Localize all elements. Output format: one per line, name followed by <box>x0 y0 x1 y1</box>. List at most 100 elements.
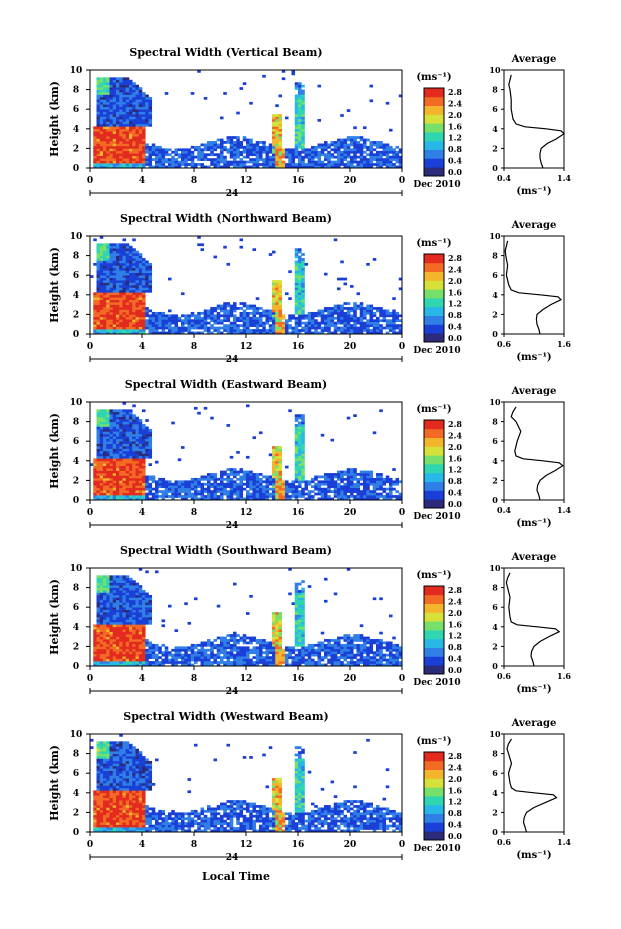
heatmap-cell <box>122 302 127 305</box>
heatmap-cell <box>138 111 143 115</box>
heatmap-cell <box>249 158 253 161</box>
heatmap-cell <box>103 321 107 325</box>
x-tick-label: 20 <box>344 176 357 186</box>
heatmap-cell <box>184 482 188 486</box>
heatmap-cell <box>181 326 185 330</box>
colorbar-label: (ms⁻¹) <box>416 404 451 415</box>
heatmap-cell <box>226 148 231 152</box>
heatmap-cell <box>174 490 179 493</box>
heatmap-cell <box>210 141 214 144</box>
heatmap-cell <box>181 446 185 449</box>
heatmap-cell <box>356 319 361 323</box>
heatmap-cell <box>207 495 211 498</box>
heatmap-cell <box>298 470 302 474</box>
heatmap-cell <box>96 487 101 491</box>
heatmap-cell <box>96 492 101 496</box>
heatmap-cell <box>135 165 140 169</box>
heatmap-cell <box>278 487 283 491</box>
heatmap-cell <box>106 148 110 152</box>
heatmap-cell <box>259 158 263 161</box>
heatmap-cell <box>99 307 104 310</box>
colorbar-swatch <box>424 472 444 482</box>
heatmap-cell <box>216 160 221 164</box>
heatmap-cell <box>200 319 205 323</box>
heatmap-cell <box>330 143 335 147</box>
heatmap-cell <box>122 329 127 332</box>
heatmap-cell <box>379 485 383 489</box>
heatmap-cell <box>99 634 104 637</box>
heatmap-cell <box>106 101 110 105</box>
heatmap-cell <box>145 106 149 110</box>
heatmap-cell <box>142 133 146 137</box>
heatmap-cell <box>158 321 162 325</box>
heatmap-cell <box>109 150 114 154</box>
heatmap-cell <box>106 77 110 81</box>
heatmap-cell <box>129 87 133 90</box>
heatmap-cell <box>216 165 221 169</box>
panel-4: Spectral Width (Southward Beam)0246810He… <box>48 544 571 697</box>
heatmap-cell <box>255 158 260 161</box>
heatmap-cell <box>96 329 101 332</box>
heatmap-cell <box>366 145 370 149</box>
heatmap-cell <box>99 597 104 601</box>
heatmap-cell <box>99 236 104 239</box>
heatmap-cell <box>129 248 133 251</box>
heatmap-cell <box>112 639 117 642</box>
heatmap-cell <box>135 604 140 608</box>
heatmap-cell <box>142 285 146 288</box>
heatmap-cell <box>181 155 185 159</box>
heatmap-cell <box>125 321 130 325</box>
heatmap-cell <box>278 282 283 286</box>
heatmap-cell <box>272 155 276 159</box>
heatmap-cell <box>285 480 289 484</box>
heatmap-cell <box>272 302 276 305</box>
heatmap-cell <box>112 150 117 154</box>
heatmap-cell <box>106 248 110 251</box>
heatmap-cell <box>301 480 305 484</box>
heatmap-cell <box>142 319 146 323</box>
heatmap-cell <box>112 311 117 315</box>
heatmap-cell <box>135 262 140 266</box>
heatmap-cell <box>262 487 266 491</box>
heatmap-cell <box>122 411 127 415</box>
heatmap-cell <box>223 160 227 164</box>
heatmap-cell <box>340 158 344 161</box>
heatmap-cell <box>249 492 253 496</box>
heatmap-cell <box>376 155 380 159</box>
heatmap-cell <box>337 155 341 159</box>
heatmap-cell <box>333 238 338 242</box>
heatmap-cell <box>129 614 133 618</box>
heatmap-cell <box>145 163 149 166</box>
heatmap-cell <box>145 282 149 286</box>
heatmap-cell <box>96 153 101 157</box>
heatmap-cell <box>132 599 136 603</box>
heatmap-cell <box>265 495 270 498</box>
heatmap-cell <box>125 153 130 157</box>
heatmap-cell <box>298 477 302 481</box>
heatmap-cell <box>129 280 133 283</box>
heatmap-cell <box>337 163 341 166</box>
heatmap-cell <box>122 101 127 105</box>
colorbar-tick-label: 2.4 <box>448 430 462 440</box>
heatmap-cell <box>125 287 130 291</box>
heatmap-cell <box>171 485 175 489</box>
heatmap-cell <box>207 329 211 332</box>
heatmap-cell <box>148 158 153 161</box>
heatmap-cell <box>145 438 149 442</box>
heatmap-cell <box>116 282 120 286</box>
heatmap-cell <box>255 495 260 498</box>
heatmap-cell <box>216 477 221 481</box>
heatmap-cell <box>122 304 127 308</box>
heatmap-cell <box>122 661 127 664</box>
heatmap-cell <box>99 324 104 327</box>
heatmap-cell <box>301 314 305 318</box>
colorbar-swatch <box>424 114 444 124</box>
heatmap-cell <box>132 258 136 261</box>
heatmap-cell <box>307 158 312 161</box>
heatmap-cell <box>106 255 110 259</box>
heatmap-cell <box>350 309 354 313</box>
heatmap-cell <box>99 585 104 588</box>
heatmap-cell <box>122 106 127 110</box>
heatmap-cell <box>103 428 107 432</box>
heatmap-cell <box>106 424 110 427</box>
